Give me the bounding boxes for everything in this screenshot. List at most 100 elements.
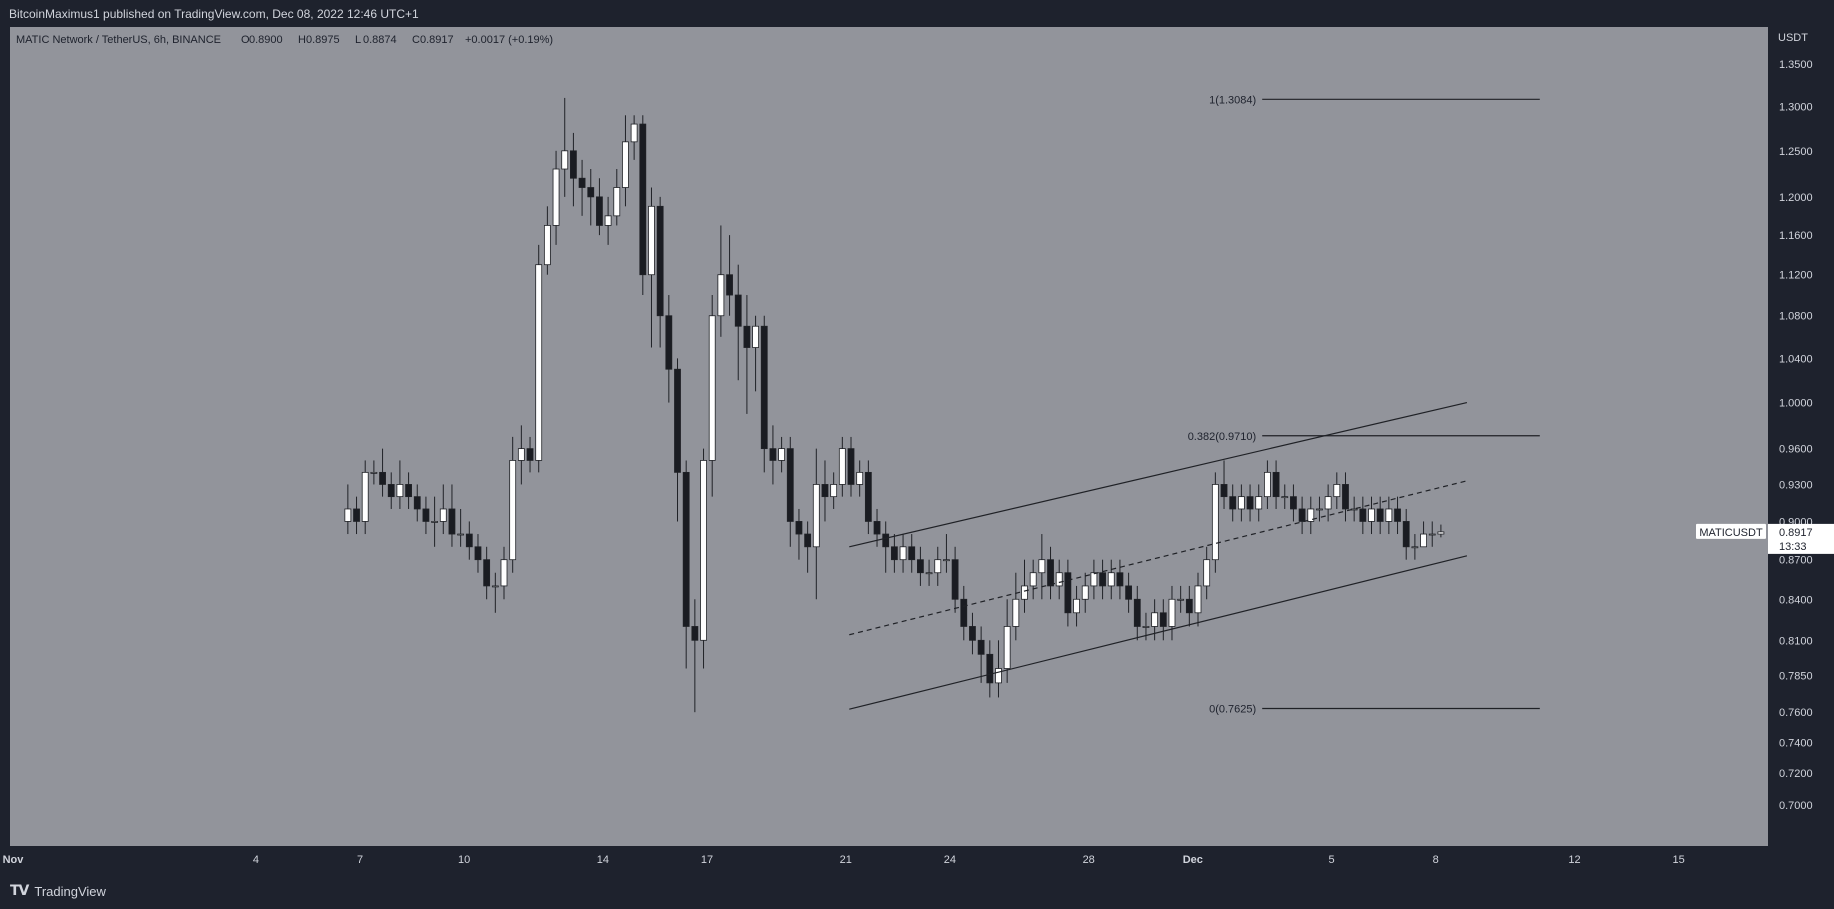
candle-up[interactable] bbox=[491, 585, 499, 588]
candle-down[interactable] bbox=[1359, 508, 1367, 522]
candle-up[interactable] bbox=[925, 572, 933, 575]
candle-up[interactable] bbox=[1168, 598, 1176, 627]
candle-up[interactable] bbox=[1316, 508, 1323, 511]
candle-down[interactable] bbox=[665, 315, 673, 370]
candle-down[interactable] bbox=[1064, 572, 1072, 614]
candle-down[interactable] bbox=[526, 448, 534, 461]
candle-up[interactable] bbox=[1437, 531, 1445, 535]
candle-up[interactable] bbox=[648, 205, 655, 276]
candle-up[interactable] bbox=[1055, 572, 1063, 587]
candle-up[interactable] bbox=[838, 448, 846, 485]
chart-frame[interactable]: MATIC Network / TetherUS, 6h, BINANCE O 0.… bbox=[0, 27, 1834, 873]
candle-up[interactable] bbox=[1368, 508, 1375, 522]
candle-up[interactable] bbox=[1177, 598, 1185, 601]
candle-down[interactable] bbox=[639, 123, 647, 276]
candle-up[interactable] bbox=[630, 123, 638, 143]
candle-down[interactable] bbox=[674, 368, 681, 473]
candle-up[interactable] bbox=[1211, 484, 1219, 561]
candle-down[interactable] bbox=[596, 196, 603, 226]
candle-down[interactable] bbox=[882, 533, 890, 548]
candle-down[interactable] bbox=[1342, 484, 1349, 510]
candle-down[interactable] bbox=[656, 205, 664, 317]
candle-up[interactable] bbox=[752, 325, 759, 348]
candle-down[interactable] bbox=[448, 508, 456, 535]
candle-down[interactable] bbox=[977, 639, 985, 655]
candle-up[interactable] bbox=[370, 471, 378, 474]
candle-down[interactable] bbox=[353, 508, 360, 522]
candle-up[interactable] bbox=[1107, 572, 1115, 587]
candle-down[interactable] bbox=[1376, 508, 1384, 522]
time-axis[interactable] bbox=[0, 846, 1834, 873]
candle-down[interactable] bbox=[682, 471, 690, 627]
candle-up[interactable] bbox=[1073, 598, 1080, 614]
channel-middle-line[interactable] bbox=[849, 480, 1468, 636]
candle-down[interactable] bbox=[1298, 508, 1306, 522]
candle-down[interactable] bbox=[908, 546, 916, 561]
candle-up[interactable] bbox=[1420, 533, 1427, 548]
candle-up[interactable] bbox=[1029, 572, 1037, 587]
candle-up[interactable] bbox=[1038, 559, 1046, 574]
candle-up[interactable] bbox=[439, 508, 447, 522]
candle-down[interactable] bbox=[570, 150, 577, 179]
candle-up[interactable] bbox=[995, 668, 1002, 684]
candle-up[interactable] bbox=[622, 141, 629, 188]
candle-down[interactable] bbox=[1272, 471, 1280, 498]
candle-up[interactable] bbox=[1003, 626, 1011, 669]
candle-down[interactable] bbox=[413, 496, 421, 510]
candle-up[interactable] bbox=[1411, 546, 1419, 549]
candle-down[interactable] bbox=[726, 274, 733, 296]
candle-down[interactable] bbox=[483, 559, 491, 587]
candle-down[interactable] bbox=[1133, 598, 1141, 627]
candle-down[interactable] bbox=[1229, 496, 1237, 510]
candle-down[interactable] bbox=[1185, 598, 1193, 614]
candle-down[interactable] bbox=[379, 471, 386, 485]
candle-up[interactable] bbox=[1237, 496, 1245, 510]
candle-down[interactable] bbox=[1220, 484, 1228, 498]
candle-up[interactable] bbox=[856, 471, 864, 485]
candle-down[interactable] bbox=[405, 484, 412, 498]
candle-up[interactable] bbox=[509, 460, 517, 561]
candle-up[interactable] bbox=[1350, 508, 1358, 511]
candle-down[interactable] bbox=[960, 598, 968, 627]
candle-up[interactable] bbox=[1081, 585, 1089, 600]
channel-lower-line[interactable] bbox=[849, 555, 1468, 710]
candle-up[interactable] bbox=[1012, 598, 1020, 627]
candle-down[interactable] bbox=[1290, 496, 1297, 510]
candle-down[interactable] bbox=[474, 546, 482, 561]
candle-up[interactable] bbox=[708, 315, 716, 461]
candle-up[interactable] bbox=[1142, 626, 1150, 628]
candle-up[interactable] bbox=[700, 460, 707, 641]
candle-up[interactable] bbox=[613, 187, 621, 217]
candle-up[interactable] bbox=[604, 215, 612, 226]
candle-up[interactable] bbox=[1194, 585, 1202, 614]
candle-up[interactable] bbox=[1203, 559, 1211, 587]
candle-up[interactable] bbox=[943, 559, 950, 562]
candle-down[interactable] bbox=[1099, 572, 1106, 587]
candle-up[interactable] bbox=[934, 559, 942, 574]
candle-up[interactable] bbox=[1428, 533, 1436, 536]
candle-up[interactable] bbox=[1281, 496, 1289, 499]
candle-up[interactable] bbox=[1324, 496, 1332, 510]
candle-up[interactable] bbox=[1264, 471, 1271, 498]
candle-down[interactable] bbox=[734, 294, 742, 327]
candle-up[interactable] bbox=[561, 150, 569, 170]
candle-down[interactable] bbox=[890, 546, 898, 561]
candle-up[interactable] bbox=[1385, 508, 1393, 522]
candle-down[interactable] bbox=[795, 521, 803, 535]
candle-up[interactable] bbox=[431, 521, 439, 523]
candle-up[interactable] bbox=[1151, 612, 1159, 627]
candle-up[interactable] bbox=[1333, 484, 1341, 498]
candle-up[interactable] bbox=[717, 274, 725, 317]
candle-down[interactable] bbox=[873, 521, 881, 535]
candle-down[interactable] bbox=[1394, 508, 1401, 522]
tradingview-brand[interactable]: TV TradingView bbox=[10, 883, 106, 899]
candle-up[interactable] bbox=[396, 484, 404, 498]
candle-down[interactable] bbox=[1047, 559, 1054, 587]
candle-down[interactable] bbox=[1402, 521, 1410, 548]
candle-down[interactable] bbox=[917, 559, 924, 574]
candle-up[interactable] bbox=[543, 225, 551, 266]
candle-down[interactable] bbox=[1116, 572, 1124, 587]
candle-down[interactable] bbox=[1246, 496, 1254, 510]
candle-down[interactable] bbox=[951, 559, 959, 600]
candle-down[interactable] bbox=[587, 187, 595, 198]
